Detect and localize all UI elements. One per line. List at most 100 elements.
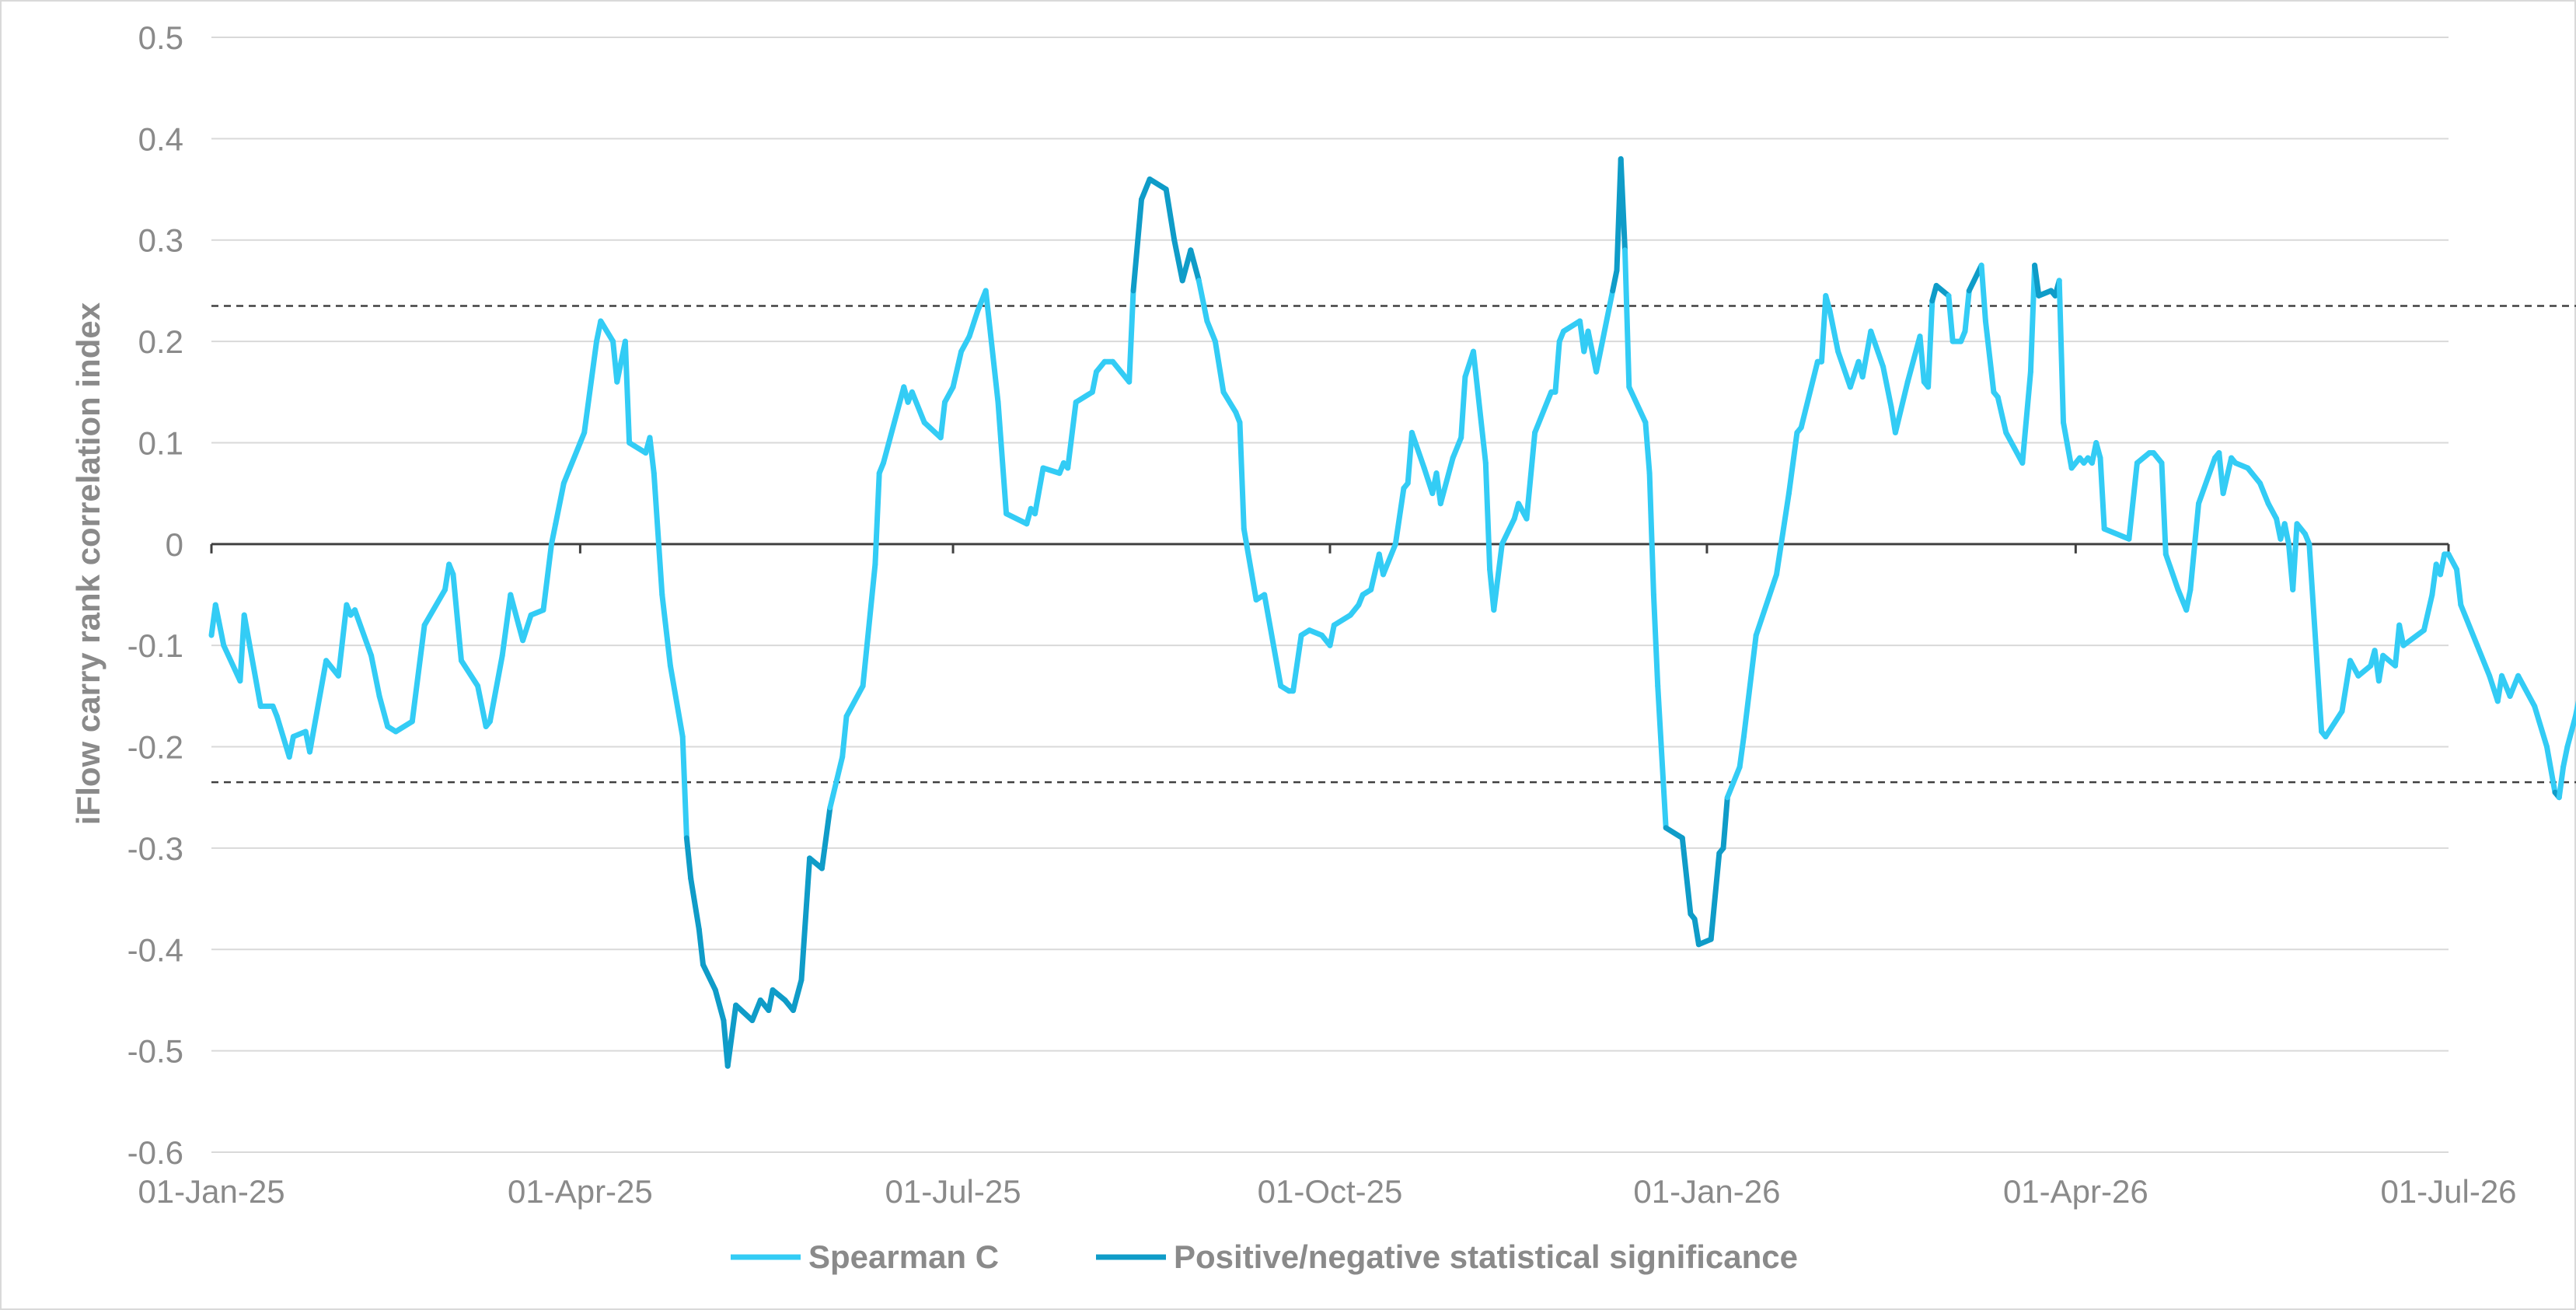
spearman-segment <box>1982 318 1997 395</box>
spearman-segment <box>598 318 616 344</box>
spearman-segment <box>1220 389 1239 415</box>
spearman-segment <box>1593 288 1616 375</box>
spearman-segment <box>667 662 686 739</box>
spearman-segment <box>241 612 264 709</box>
spearman-segment <box>499 592 514 658</box>
spearman-segment <box>2507 672 2522 699</box>
spearman-segment <box>335 602 350 679</box>
significant-segment <box>766 987 776 1013</box>
significant-segment <box>1171 237 1185 284</box>
spearman-segment <box>409 622 428 725</box>
legend: Spearman C Positive/negative statistical… <box>731 1238 1798 1275</box>
spearman-segment <box>1471 348 1489 466</box>
significant-segment <box>1147 176 1169 192</box>
spearman-segment <box>622 338 633 445</box>
spearman-segment <box>1482 460 1493 572</box>
significant-segment <box>2032 262 2042 299</box>
spearman-segment <box>2438 551 2448 578</box>
spearman-segment <box>1626 384 1649 425</box>
spearman-segment <box>1032 465 1046 517</box>
spearman-segment <box>950 348 965 390</box>
significant-segment <box>683 835 694 882</box>
x-tick-label: 01-Jul-26 <box>2380 1173 2516 1210</box>
spearman-segment <box>2544 744 2558 795</box>
spearman-segment <box>1126 288 1136 385</box>
spearman-segment <box>487 652 505 725</box>
spearman-segment <box>421 587 448 628</box>
spearman-segment <box>2375 652 2386 684</box>
spearman-segment <box>2056 278 2066 425</box>
spearman-segment <box>921 419 944 441</box>
significant-segment <box>733 1002 756 1023</box>
spearman-segment <box>2515 672 2538 709</box>
spearman-segment <box>1978 262 1988 324</box>
spearman-segment <box>1241 526 1259 603</box>
significant-segment <box>696 926 706 968</box>
spearman-segment <box>1524 429 1538 522</box>
spearman-segment <box>1327 622 1337 648</box>
spearman-segment <box>1532 389 1555 435</box>
spearman-segment <box>1437 455 1456 507</box>
spearman-segment <box>2564 713 2576 749</box>
spearman-segment <box>1073 389 1095 405</box>
spearman-segment <box>860 561 878 689</box>
y-tick-label: -0.1 <box>127 627 183 664</box>
spearman-segment <box>221 642 243 684</box>
significant-segment <box>1720 795 1730 851</box>
spearman-segment <box>2421 592 2435 634</box>
spearman-segment <box>459 658 481 689</box>
spearman-segment <box>2196 455 2218 507</box>
spearman-segment <box>1392 485 1407 547</box>
spearman-segment <box>2097 455 2107 532</box>
spearman-segment <box>549 521 559 547</box>
x-tick-label: 01-Apr-26 <box>2003 1173 2148 1210</box>
spearman-segment <box>212 602 227 648</box>
spearman-segment <box>560 440 583 487</box>
spearman-segment <box>983 288 1001 405</box>
spearman-segment <box>2339 658 2353 714</box>
significant-segment <box>1130 197 1144 294</box>
spearman-segment <box>1408 429 1427 471</box>
spearman-segment <box>1655 683 1669 831</box>
spearman-segment <box>286 734 296 760</box>
spearman-segment <box>2290 521 2300 592</box>
y-tick-label: -0.5 <box>127 1033 183 1070</box>
x-tick-labels: 01-Jan-25 01-Apr-25 01-Jul-25 01-Oct-25 01-J… <box>138 1173 2516 1210</box>
x-tick-label: 01-Jul-25 <box>885 1173 1021 1210</box>
significant-segment <box>700 962 718 993</box>
spearman-segment <box>627 440 649 456</box>
spearman-segment <box>2396 622 2407 648</box>
spearman-segment <box>1904 334 1923 385</box>
spearman-segment <box>2126 460 2140 542</box>
spearman-segment <box>352 607 375 658</box>
spearman-segment <box>909 389 927 425</box>
significant-segment <box>1679 835 1694 917</box>
spearman-segment <box>1785 429 1800 497</box>
spearman-segment <box>508 592 522 628</box>
spearman-segment <box>393 718 415 735</box>
spearman-segment <box>2019 369 2033 466</box>
spearman-segment <box>1212 338 1227 395</box>
spearman-segment <box>1774 491 1792 578</box>
y-tick-label: -0.2 <box>127 729 183 766</box>
spearman-segment <box>2400 627 2427 648</box>
y-tick-label: 0 <box>166 526 183 563</box>
spearman-segment <box>958 334 972 355</box>
spearman-segment <box>274 713 292 760</box>
spearman-segment <box>1380 541 1398 578</box>
significance-thresholds <box>211 305 2576 784</box>
spearman-segment <box>937 399 948 441</box>
spearman-segment <box>450 571 464 664</box>
spearman-segment <box>1642 419 1653 477</box>
spearman-segment <box>307 658 330 755</box>
spearman-segment <box>1880 364 1894 410</box>
spearman-segment <box>2162 551 2181 592</box>
spearman-segment <box>1753 571 1779 638</box>
spearman-segment <box>1089 369 1099 395</box>
spearman-segment <box>2560 744 2571 770</box>
spearman-segment <box>1827 308 1841 355</box>
spearman-segment <box>2027 262 2038 375</box>
significant-segment <box>798 855 813 983</box>
y-tick-label: 0.1 <box>138 424 183 461</box>
